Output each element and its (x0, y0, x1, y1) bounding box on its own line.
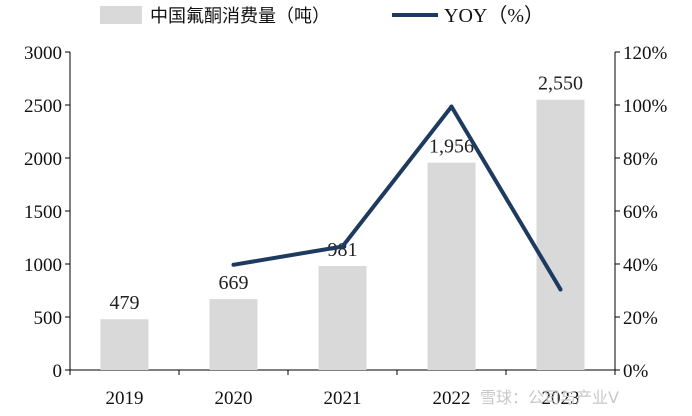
watermark: 雪球：公司与产业V (480, 388, 619, 407)
category-label: 2022 (433, 388, 471, 409)
yoy-point (449, 104, 454, 109)
legend-swatch-bar (100, 6, 142, 24)
legend: 中国氟酮消费量（吨） YOY（%） (100, 4, 544, 27)
category-label: 2019 (106, 388, 144, 409)
legend-label-line: YOY（%） (444, 4, 544, 27)
bar-value-label: 981 (328, 239, 358, 261)
yoy-point (340, 244, 345, 249)
left-tick-label: 3000 (24, 43, 62, 64)
right-tick-label: 0% (623, 361, 649, 382)
bar (427, 162, 476, 370)
yoy-point (231, 262, 236, 267)
right-tick-label: 40% (623, 255, 658, 276)
legend-label-bar: 中国氟酮消费量（吨） (150, 6, 330, 27)
bar-value-label: 2,550 (538, 73, 583, 95)
right-tick-label: 80% (623, 149, 658, 170)
bar (536, 99, 585, 370)
bar-value-labels: 479 669 981 1,956 2,550 (110, 73, 584, 315)
bar-series (100, 99, 585, 370)
right-axis-ticks: 0% 20% 40% 60% 80% 100% 120% (615, 43, 668, 382)
category-label: 2023 (542, 388, 580, 409)
bar-value-label: 479 (110, 292, 140, 314)
left-tick-label: 500 (34, 308, 63, 329)
left-tick-label: 2500 (24, 96, 62, 117)
bar (100, 319, 149, 370)
category-label: 2020 (215, 388, 253, 409)
left-axis-ticks: 0 500 1000 1500 2000 2500 3000 (24, 43, 70, 382)
right-tick-label: 120% (623, 43, 668, 64)
bar (318, 266, 367, 370)
left-tick-label: 2000 (24, 149, 62, 170)
left-tick-label: 1000 (24, 255, 62, 276)
bar-value-label: 669 (219, 272, 249, 294)
yoy-line-series (231, 104, 563, 292)
category-labels: 2019 2020 2021 2022 2023 (69, 370, 616, 409)
yoy-point (558, 287, 563, 292)
yoy-line (233, 104, 563, 291)
left-tick-label: 1500 (24, 202, 62, 223)
right-tick-label: 60% (623, 202, 658, 223)
left-tick-label: 0 (53, 361, 63, 382)
bar (209, 299, 258, 370)
category-label: 2021 (324, 388, 362, 409)
right-tick-label: 20% (623, 308, 658, 329)
bar-value-label: 1,956 (429, 136, 474, 158)
right-tick-label: 100% (623, 96, 668, 117)
